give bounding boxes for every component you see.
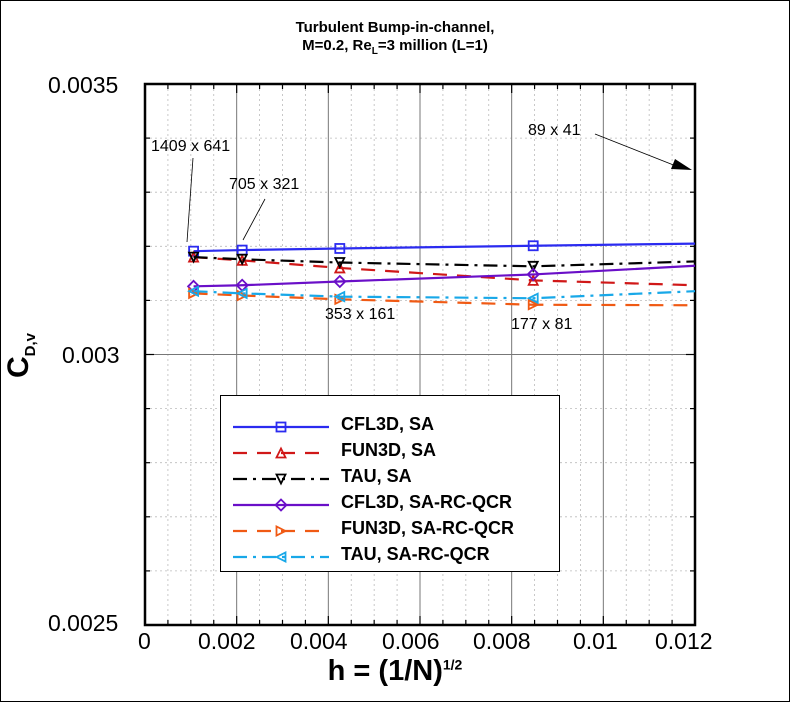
x-tick-label: 0 bbox=[138, 628, 151, 654]
annotation-grid-705: 705 x 321 bbox=[229, 176, 300, 193]
x-tick-label: 0.006 bbox=[382, 628, 440, 654]
series-line bbox=[193, 264, 696, 288]
legend: CFL3D, SA FUN3D, SA TAU, SA CFL3D, SA-RC… bbox=[220, 395, 560, 572]
x-tick-label: 0.004 bbox=[290, 628, 348, 654]
y-tick-label: 0.0035 bbox=[48, 72, 119, 98]
x-tick-label: 0.002 bbox=[198, 628, 256, 654]
legend-label: TAU, SA bbox=[341, 466, 412, 486]
annotation-grid-353: 353 x 161 bbox=[325, 306, 396, 323]
legend-label: CFL3D, SA-RC-QCR bbox=[341, 492, 512, 512]
series-line bbox=[193, 256, 696, 287]
legend-label: FUN3D, SA-RC-QCR bbox=[341, 518, 514, 538]
legend-label: TAU, SA-RC-QCR bbox=[341, 544, 490, 564]
x-tick-label: 0.008 bbox=[473, 628, 531, 654]
data-series-group bbox=[186, 240, 696, 311]
annotation-grid-1409: 1409 x 641 bbox=[151, 138, 231, 155]
x-tick-label: 0.01 bbox=[573, 628, 618, 654]
series-line bbox=[193, 256, 696, 268]
annotation-grid-177: 177 x 81 bbox=[511, 316, 573, 333]
series-line bbox=[193, 290, 696, 300]
y-axis-label: CD,v bbox=[2, 332, 39, 378]
y-tick-label: 0.0025 bbox=[48, 610, 119, 636]
legend-label: CFL3D, SA bbox=[341, 414, 435, 434]
series-line bbox=[193, 242, 696, 253]
legend-label: FUN3D, SA bbox=[341, 440, 437, 460]
chart-title-line1: Turbulent Bump-in-channel, bbox=[295, 19, 495, 36]
x-axis-label: h = (1/N)1/2 bbox=[327, 655, 463, 687]
y-tick-label: 0.003 bbox=[62, 342, 120, 368]
legend-symbols bbox=[233, 421, 329, 563]
chart-title-line2: M=0.2, ReL=3 million (L=1) bbox=[302, 37, 488, 57]
x-tick-label: 0.012 bbox=[655, 628, 713, 654]
annotation-grid-89: 89 x 41 bbox=[528, 122, 581, 139]
